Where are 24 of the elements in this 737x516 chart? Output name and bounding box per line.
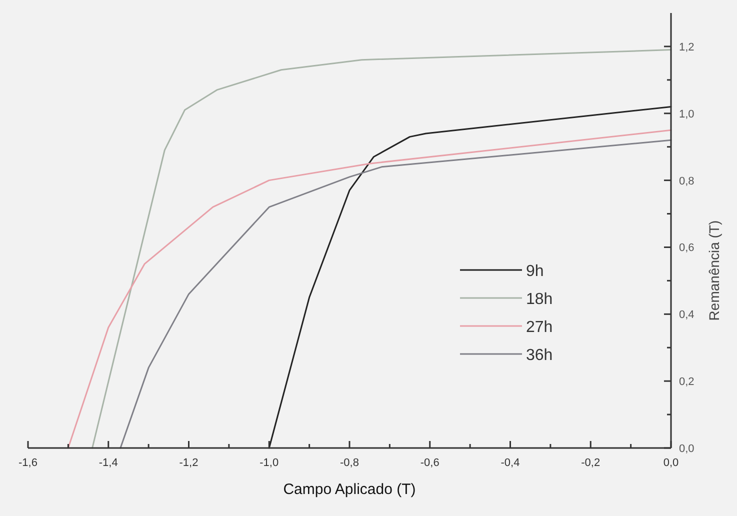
x-axis-title: Campo Aplicado (T) (283, 481, 416, 498)
y-tick-label: 1,0 (679, 108, 694, 120)
x-tick-label: -0,4 (500, 457, 520, 469)
x-tick-label: 0,0 (663, 457, 679, 469)
legend-label: 9h (526, 263, 544, 280)
x-tick-label: -1,4 (98, 457, 118, 469)
y-tick-label: 0,4 (679, 309, 694, 322)
y-tick-label: 0,6 (679, 242, 694, 254)
legend-label: 18h (526, 291, 553, 308)
y-axis-title: Remanência (T) (706, 220, 722, 321)
x-tick-label: -1,0 (260, 457, 279, 469)
x-tick-label: -0,6 (420, 457, 440, 469)
y-tick-label: 0,0 (679, 443, 694, 455)
x-tick-label: -1,6 (18, 457, 38, 469)
y-tick-label: 0,8 (679, 175, 694, 188)
legend-label: 27h (526, 319, 553, 336)
legend-label: 36h (526, 347, 553, 364)
y-tick-label: 0,2 (679, 376, 694, 388)
x-tick-label: -0,8 (340, 457, 359, 469)
x-tick-label: -1,2 (179, 457, 198, 469)
line-series (92, 49, 672, 449)
x-tick-label: -0,2 (581, 457, 600, 469)
line-series (268, 106, 672, 449)
y-tick-label: 1,2 (679, 41, 694, 54)
